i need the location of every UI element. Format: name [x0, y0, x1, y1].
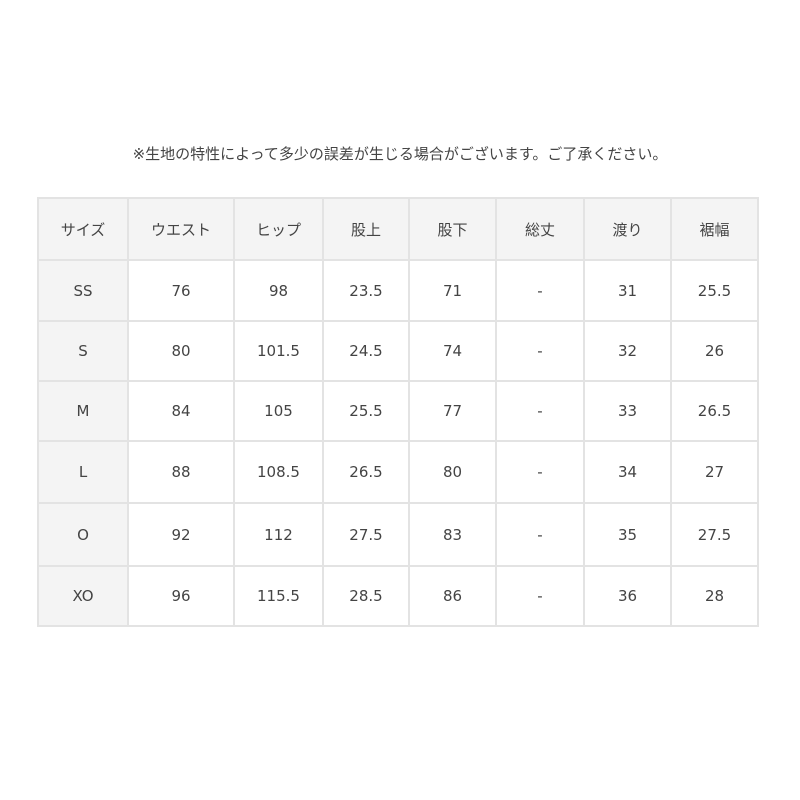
measurement-cell: 76 [127, 259, 235, 322]
measurement-cell: 80 [408, 440, 497, 504]
measurement-cell: - [495, 440, 585, 504]
measurement-cell: 32 [583, 320, 672, 382]
size-label-cell: S [37, 320, 129, 382]
table-row: SS 76 98 23.5 71-31 25.5 [37, 259, 759, 322]
measurement-cell: 88 [127, 440, 235, 504]
measurement-cell: 23.5 [322, 259, 410, 322]
measurement-cell: 96 [127, 565, 235, 627]
measurement-cell: 101.5 [233, 320, 324, 382]
measurement-cell: - [495, 380, 585, 442]
column-header: ウエスト [127, 197, 235, 261]
measurement-cell: 26 [670, 320, 759, 382]
measurement-cell: 112 [233, 502, 324, 567]
measurement-cell: 34 [583, 440, 672, 504]
size-table: サイズ ウエスト ヒップ 股上 股下 総丈 渡り 裾幅 SS 76 98 23.5 71-31 25.5… [37, 197, 759, 627]
column-header: 股上 [322, 197, 410, 261]
column-header: サイズ [37, 197, 129, 261]
column-header: ヒップ [233, 197, 324, 261]
column-header: 総丈 [495, 197, 585, 261]
measurement-cell: 25.5 [322, 380, 410, 442]
table-row: S 80 101.5 24.5 74-32 26 [37, 320, 759, 382]
table-row: O 92 112 27.5 83-35 27.5 [37, 502, 759, 567]
measurement-cell: 84 [127, 380, 235, 442]
measurement-cell: 105 [233, 380, 324, 442]
measurement-cell: 28.5 [322, 565, 410, 627]
measurement-cell: 36 [583, 565, 672, 627]
column-header: 裾幅 [670, 197, 759, 261]
measurement-cell: 83 [408, 502, 497, 567]
measurement-cell: 28 [670, 565, 759, 627]
measurement-cell: 26.5 [670, 380, 759, 442]
measurement-cell: 77 [408, 380, 497, 442]
table-row: XO 96 115.5 28.5 86-36 28 [37, 565, 759, 627]
size-label-cell: O [37, 502, 129, 567]
measurement-cell: 74 [408, 320, 497, 382]
size-label-cell: XO [37, 565, 129, 627]
size-label-cell: M [37, 380, 129, 442]
size-label-cell: SS [37, 259, 129, 322]
measurement-cell: 86 [408, 565, 497, 627]
column-header: 渡り [583, 197, 672, 261]
measurement-cell: 25.5 [670, 259, 759, 322]
measurement-cell: - [495, 502, 585, 567]
measurement-cell: - [495, 565, 585, 627]
measurement-cell: 31 [583, 259, 672, 322]
measurement-cell: 27 [670, 440, 759, 504]
measurement-cell: 26.5 [322, 440, 410, 504]
table-row: M 84 105 25.5 77-33 26.5 [37, 380, 759, 442]
measurement-cell: 35 [583, 502, 672, 567]
measurement-cell: 92 [127, 502, 235, 567]
measurement-cell: 115.5 [233, 565, 324, 627]
column-header: 股下 [408, 197, 497, 261]
measurement-cell: - [495, 320, 585, 382]
measurement-cell: 71 [408, 259, 497, 322]
measurement-cell: 108.5 [233, 440, 324, 504]
measurement-cell: 98 [233, 259, 324, 322]
measurement-cell: 24.5 [322, 320, 410, 382]
measurement-cell: - [495, 259, 585, 322]
disclaimer-note: ※生地の特性によって多少の誤差が生じる場合がございます。ご了承ください。 [132, 145, 668, 163]
size-label-cell: L [37, 440, 129, 504]
measurement-cell: 27.5 [322, 502, 410, 567]
measurement-cell: 33 [583, 380, 672, 442]
measurement-cell: 27.5 [670, 502, 759, 567]
measurement-cell: 80 [127, 320, 235, 382]
table-header-row: サイズ ウエスト ヒップ 股上 股下 総丈 渡り 裾幅 [37, 197, 759, 261]
table-row: L 88 108.5 26.5 80-34 27 [37, 440, 759, 504]
